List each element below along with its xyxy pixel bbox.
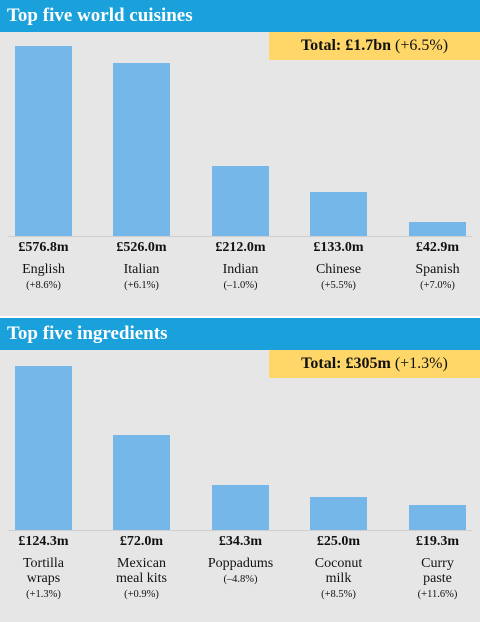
ingredient-label-group: £124.3m Tortilla wraps (+1.3%): [0, 534, 89, 600]
cuisine-label-group: £212.0m Indian (–1.0%): [196, 240, 286, 291]
ingredient-change-label: (+8.5%): [321, 589, 356, 600]
ingredient-value-label: £25.0m: [316, 534, 361, 549]
cuisine-bar: [409, 222, 466, 236]
ingredient-value-label: £124.3m: [18, 534, 69, 549]
cuisine-value-label: £576.8m: [18, 240, 69, 255]
ingredient-label-group: £34.3m Poppadums (–4.8%): [196, 534, 286, 585]
ingredient-value-label: £19.3m: [415, 534, 460, 549]
cuisines-title: Top five world cuisines: [0, 0, 480, 32]
cuisines-total-value: £1.7bn: [345, 37, 392, 54]
ingredient-category-label: Coconut milk: [314, 556, 363, 586]
cuisine-change-label: (+8.6%): [26, 280, 61, 291]
ingredient-label-group: £72.0m Mexican meal kits (+0.9%): [97, 534, 187, 600]
cuisine-label-group: £133.0m Chinese (+5.5%): [294, 240, 384, 291]
ingredients-total-value: £305m: [345, 355, 391, 372]
ingredient-bar: [212, 485, 269, 530]
ingredient-value-label: £72.0m: [119, 534, 164, 549]
cuisine-bar: [212, 166, 269, 236]
cuisine-category-label: English: [22, 262, 65, 277]
cuisine-bar: [310, 192, 367, 236]
cuisine-change-label: (+7.0%): [420, 280, 455, 291]
ingredient-category-label: Mexican meal kits: [116, 556, 167, 586]
cuisine-value-label: £42.9m: [415, 240, 460, 255]
ingredient-baseline: [8, 530, 472, 531]
cuisines-total-badge: Total: £1.7bn (+6.5%): [269, 32, 480, 60]
ingredients-title: Top five ingredients: [0, 318, 480, 350]
cuisine-label-group: £42.9m Spanish (+7.0%): [393, 240, 480, 291]
cuisine-value-label: £212.0m: [215, 240, 266, 255]
ingredient-bar: [15, 366, 72, 530]
cuisine-bar: [15, 46, 72, 236]
cuisine-category-label: Italian: [123, 262, 160, 277]
cuisine-baseline: [8, 236, 472, 237]
ingredient-category-label: Curry paste: [421, 556, 454, 586]
cuisines-total-label: Total:: [300, 37, 342, 54]
ingredient-label-group: £19.3m Curry paste (+11.6%): [393, 534, 480, 600]
cuisine-label-group: £526.0m Italian (+6.1%): [97, 240, 187, 291]
section-divider: [0, 316, 480, 318]
ingredient-change-label: (+11.6%): [417, 589, 458, 600]
cuisine-category-label: Indian: [222, 262, 259, 277]
cuisine-bar: [113, 63, 170, 236]
cuisine-change-label: (–1.0%): [223, 280, 258, 291]
ingredient-change-label: (–4.8%): [223, 574, 258, 585]
ingredients-total-change: (+1.3%): [394, 355, 448, 372]
ingredient-bar: [310, 497, 367, 530]
cuisine-value-label: £133.0m: [313, 240, 364, 255]
ingredient-change-label: (+0.9%): [124, 589, 159, 600]
ingredient-category-label: Tortilla wraps: [22, 556, 64, 586]
ingredient-label-group: £25.0m Coconut milk (+8.5%): [294, 534, 384, 600]
ingredient-bar: [409, 505, 466, 530]
ingredient-bar: [113, 435, 170, 530]
cuisine-change-label: (+5.5%): [321, 280, 356, 291]
cuisine-change-label: (+6.1%): [124, 280, 159, 291]
cuisine-category-label: Spanish: [415, 262, 460, 277]
ingredient-category-label: Poppadums: [207, 556, 274, 571]
ingredient-value-label: £34.3m: [218, 534, 263, 549]
cuisine-value-label: £526.0m: [116, 240, 167, 255]
ingredients-total-label: Total:: [301, 355, 342, 372]
cuisine-label-group: £576.8m English (+8.6%): [0, 240, 89, 291]
cuisine-category-label: Chinese: [315, 262, 362, 277]
cuisines-total-change: (+6.5%): [395, 37, 449, 54]
ingredient-change-label: (+1.3%): [26, 589, 61, 600]
ingredients-total-badge: Total: £305m (+1.3%): [269, 350, 480, 378]
